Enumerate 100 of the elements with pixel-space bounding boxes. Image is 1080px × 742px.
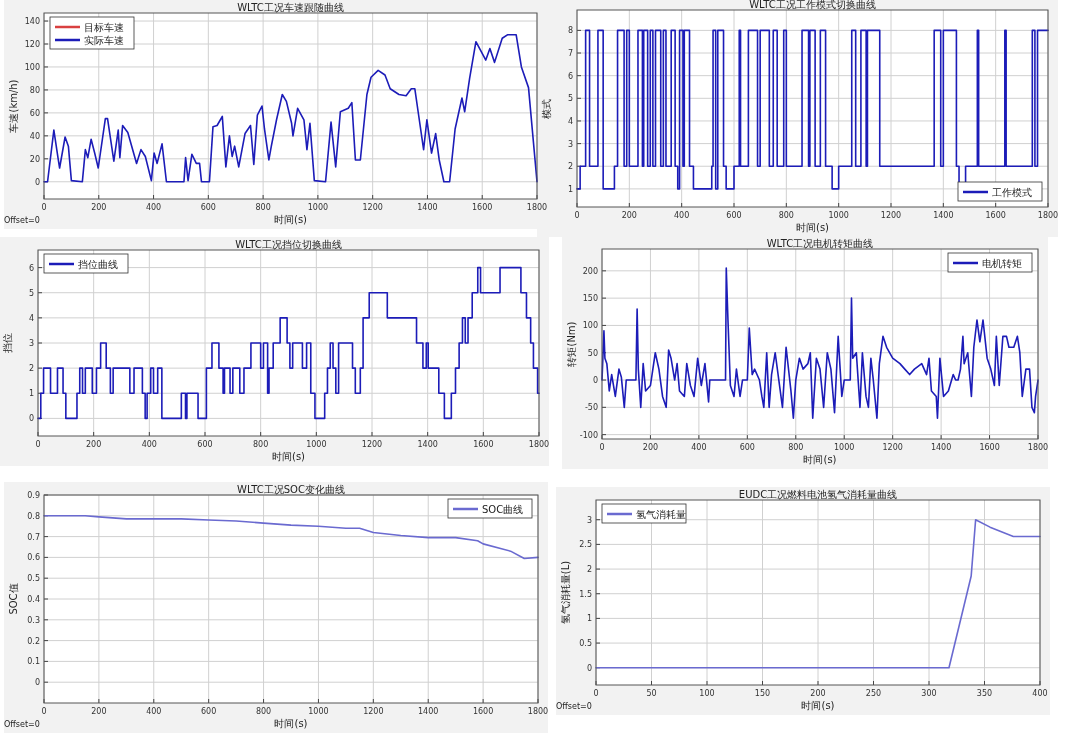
y-tick-label: 3 — [28, 339, 34, 348]
y-tick-label: 8 — [567, 26, 573, 36]
y-axis-title: 车速(km/h) — [8, 79, 19, 133]
y-tick-label: 80 — [29, 85, 40, 95]
y-tick-label: 7 — [567, 49, 573, 59]
x-tick-label: 1600 — [472, 707, 494, 716]
y-tick-label: 150 — [582, 294, 598, 304]
y-tick-label: 2.5 — [579, 540, 592, 550]
y-tick-label: 4 — [567, 116, 573, 126]
x-tick-label: 1800 — [526, 203, 548, 212]
y-tick-label: 100 — [24, 62, 40, 72]
y-tick-label: 0.7 — [27, 532, 40, 542]
x-tick-label: 1600 — [979, 443, 1000, 452]
y-tick-label: 0.9 — [27, 491, 40, 500]
x-tick-label: 1000 — [307, 203, 329, 212]
text: Offset=0 — [4, 216, 40, 225]
y-tick-label: 1 — [567, 184, 573, 194]
y-tick-label: 1 — [586, 614, 592, 624]
legend-label: 实际车速 — [84, 35, 124, 46]
chart-title: WLTC工况工作模式切换曲线 — [749, 0, 876, 10]
y-tick-label: 140 — [24, 17, 40, 27]
y-tick-label: -100 — [579, 430, 598, 440]
x-tick-label: 1400 — [417, 440, 438, 449]
x-tick-label: 1400 — [417, 203, 438, 212]
x-tick-label: 1800 — [527, 707, 549, 716]
x-tick-label: 200 — [642, 443, 659, 452]
x-tick-label: 1800 — [1037, 211, 1059, 220]
x-tick-label: 0 — [41, 203, 47, 212]
x-axis-title: 时间(s) — [274, 718, 308, 729]
y-tick-label: 6 — [567, 71, 573, 81]
x-tick-label: 1000 — [306, 440, 327, 449]
x-tick-label: 200 — [91, 707, 107, 716]
y-axis-title: 挡位 — [2, 333, 13, 353]
x-tick-label: 1400 — [418, 707, 439, 716]
x-tick-label: 100 — [699, 689, 715, 698]
legend-label: 工作模式 — [992, 187, 1032, 198]
x-tick-label: 1600 — [985, 211, 1006, 220]
y-axis-title: SOC值 — [8, 583, 19, 615]
x-tick-label: 400 — [674, 211, 690, 220]
y-tick-label: 0.4 — [27, 595, 40, 604]
y-tick-label: 120 — [24, 40, 40, 49]
x-tick-label: 1400 — [933, 211, 954, 220]
x-axis-title: 时间(s) — [273, 214, 308, 225]
x-tick-label: 250 — [865, 689, 882, 698]
x-tick-label: 400 — [145, 203, 162, 212]
x-tick-label: 600 — [739, 443, 755, 452]
y-axis-title: 模式 — [541, 98, 552, 119]
x-tick-label: 800 — [255, 203, 271, 212]
legend-label: SOC曲线 — [482, 504, 524, 515]
x-tick-label: 200 — [91, 203, 107, 212]
y-tick-label: 0.3 — [27, 615, 40, 625]
y-axis-title: 转矩(Nm) — [566, 321, 577, 367]
x-tick-label: 1600 — [472, 203, 493, 212]
y-axis-title: 氢气消耗量(L) — [560, 560, 571, 625]
x-tick-label: 1000 — [828, 211, 849, 220]
x-tick-label: 800 — [253, 440, 269, 449]
x-tick-label: 800 — [788, 443, 804, 452]
y-tick-label: 0.8 — [27, 511, 40, 521]
x-tick-label: 1200 — [880, 211, 902, 220]
x-tick-label: 400 — [141, 440, 157, 449]
y-tick-label: 100 — [582, 321, 598, 331]
chart-title: EUDC工况燃料电池氢气消耗量曲线 — [738, 489, 898, 500]
x-tick-label: 400 — [146, 707, 162, 716]
x-tick-label: 600 — [201, 707, 217, 716]
y-tick-label: 50 — [587, 348, 598, 358]
y-tick-label: 60 — [29, 108, 40, 118]
y-tick-label: -50 — [584, 403, 598, 413]
x-tick-label: 150 — [754, 689, 771, 698]
chart-title: WLTC工况挡位切换曲线 — [235, 239, 342, 250]
y-tick-label: 0.6 — [27, 553, 40, 563]
text: Offset=0 — [4, 720, 40, 729]
x-tick-label: 0 — [41, 707, 47, 716]
x-tick-label: 400 — [1032, 689, 1048, 698]
x-tick-label: 1800 — [528, 440, 550, 449]
y-tick-label: 0 — [592, 376, 598, 386]
x-tick-label: 1200 — [363, 707, 384, 716]
x-tick-label: 200 — [810, 689, 826, 698]
x-tick-label: 350 — [976, 689, 993, 698]
x-tick-label: 0 — [599, 443, 605, 452]
y-tick-label: 0.2 — [27, 636, 40, 646]
y-tick-label: 0.5 — [27, 574, 40, 584]
y-tick-label: 0 — [34, 177, 40, 187]
x-tick-label: 50 — [646, 689, 657, 698]
y-tick-label: 6 — [28, 263, 34, 273]
y-tick-label: 40 — [29, 131, 40, 141]
y-tick-label: 20 — [29, 154, 40, 164]
chart-title: WLTC工况车速跟随曲线 — [237, 2, 344, 13]
x-tick-label: 200 — [621, 211, 637, 220]
x-tick-label: 1000 — [834, 443, 855, 452]
x-tick-label: 800 — [778, 211, 794, 220]
y-tick-label: 2 — [586, 565, 592, 575]
y-tick-label: 200 — [582, 266, 598, 276]
y-tick-label: 5 — [567, 94, 573, 104]
x-tick-label: 600 — [726, 211, 742, 220]
legend-label: 挡位曲线 — [78, 259, 118, 270]
y-tick-label: 2 — [567, 162, 573, 172]
y-tick-label: 1 — [28, 389, 34, 399]
y-tick-label: 3 — [567, 139, 573, 149]
y-tick-label: 0.5 — [579, 639, 592, 649]
x-tick-label: 1200 — [362, 203, 383, 212]
